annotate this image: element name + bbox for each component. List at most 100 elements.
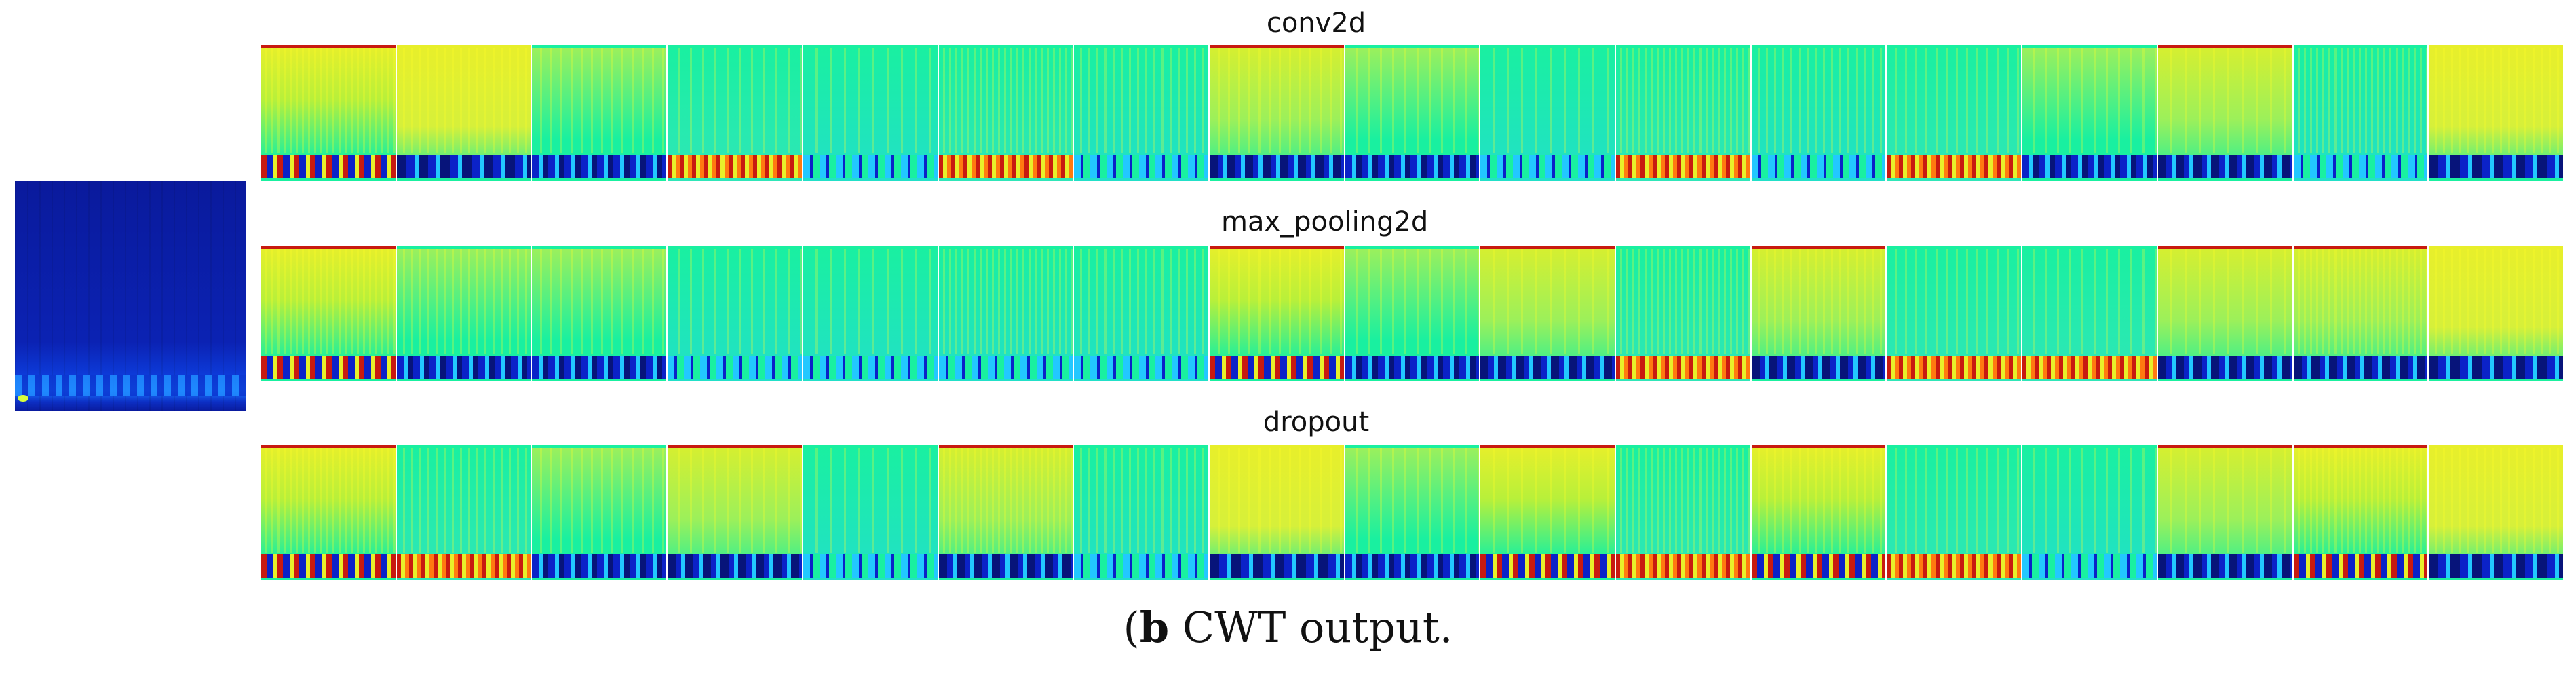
feature-map [1209,445,1345,580]
feature-map-low-band [2022,554,2157,578]
feature-map-low-band [2022,356,2157,379]
feature-map-low-band [2022,155,2157,178]
feature-map [1887,45,2023,181]
feature-map-top-edge [396,45,531,48]
feature-map-low-band [1480,155,1615,178]
feature-map-texture [2157,48,2292,153]
feature-map-top-edge [1887,445,2022,448]
feature-map-strip-conv2d [261,45,2564,181]
feature-map-top-edge [2293,246,2428,249]
feature-map-texture [668,448,802,553]
feature-map-texture [1480,448,1615,553]
feature-map-low-band [396,356,531,379]
feature-map-top-edge [668,445,802,448]
feature-map-low-band [1209,554,1344,578]
layer-title-max-pooling2d: max_pooling2d [1221,206,1429,238]
feature-map [2293,45,2429,181]
feature-map-top-edge [938,45,1073,48]
feature-map-low-band [396,155,531,178]
feature-map-low-band [938,155,1073,178]
feature-map-low-band [1616,554,1750,578]
feature-map [803,445,939,580]
feature-map-low-band [803,356,938,379]
feature-map-texture [2429,48,2563,153]
feature-map [261,45,397,181]
feature-map [938,445,1075,580]
feature-map-texture [1887,448,2022,553]
feature-map [1616,246,1752,381]
feature-map [1480,45,1617,181]
input-hotspot [18,395,28,402]
feature-map [1616,45,1752,181]
feature-map-texture [1751,448,1886,553]
feature-map [668,45,803,181]
feature-map-top-edge [2293,45,2428,48]
feature-map-top-edge [2429,246,2563,249]
feature-map-top-edge [1887,45,2022,48]
feature-map-top-edge [2022,45,2157,48]
feature-map-texture [938,249,1073,354]
feature-map [803,45,939,181]
feature-map-low-band [396,554,531,578]
feature-map [2429,445,2564,580]
feature-map [261,445,397,580]
feature-map-top-edge [1345,246,1480,249]
feature-map [1751,445,1887,580]
feature-map [1074,45,1210,181]
feature-map-low-band [532,356,667,379]
feature-map-low-band [532,554,667,578]
feature-map-low-band [1345,554,1480,578]
feature-map-top-edge [2429,445,2563,448]
feature-map-low-band [1887,356,2022,379]
feature-map-low-band [2429,155,2563,178]
feature-map-low-band [2157,155,2292,178]
feature-map-top-edge [532,445,667,448]
feature-map-top-edge [532,246,667,249]
feature-map-top-edge [532,45,667,48]
feature-map [532,246,668,381]
feature-map-low-band [532,155,667,178]
feature-map-texture [1074,249,1208,354]
feature-map [1074,445,1210,580]
feature-map [261,246,397,381]
feature-map-texture [2429,249,2563,354]
feature-map-top-edge [1209,246,1344,249]
feature-map [2022,445,2158,580]
feature-map-low-band [2293,155,2428,178]
feature-map [1751,246,1887,381]
feature-map-low-band [668,554,802,578]
feature-map-top-edge [2293,445,2428,448]
feature-map-top-edge [2022,445,2157,448]
feature-map-texture [2022,249,2157,354]
feature-map-texture [1751,249,1886,354]
feature-map [2157,445,2294,580]
feature-map-texture [1345,249,1480,354]
feature-map-top-edge [668,246,802,249]
feature-map [2429,246,2564,381]
feature-map [1751,45,1887,181]
feature-map-texture [938,48,1073,153]
feature-map-low-band [1074,155,1208,178]
feature-map-texture [2022,48,2157,153]
feature-map-top-edge [261,246,396,249]
feature-map-texture [1616,249,1750,354]
feature-map-low-band [2429,554,2563,578]
feature-map-texture [1345,48,1480,153]
feature-map [2157,246,2294,381]
figure-caption: (b CWT output. [1123,603,1453,652]
feature-map-texture [2157,448,2292,553]
feature-map-top-edge [1074,445,1208,448]
feature-map [1480,246,1617,381]
feature-map-top-edge [668,45,802,48]
feature-map-texture [2293,448,2428,553]
feature-map [1209,45,1345,181]
feature-map-low-band [1209,155,1344,178]
feature-map-texture [261,448,396,553]
feature-map [1345,45,1481,181]
feature-map [2022,45,2158,181]
feature-map-top-edge [1751,45,1886,48]
feature-map-low-band [1209,356,1344,379]
feature-map-texture [2157,249,2292,354]
feature-map-low-band [1616,155,1750,178]
feature-map-top-edge [1345,445,1480,448]
